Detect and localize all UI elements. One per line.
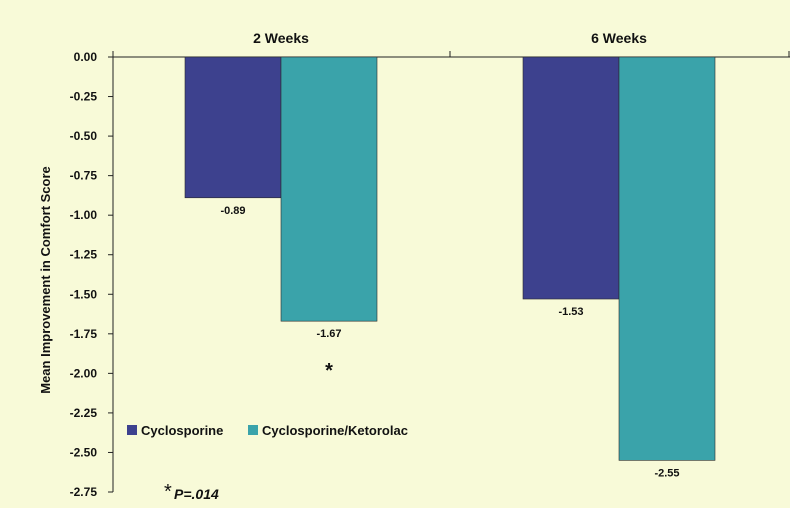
y-tick-label: -1.75 — [70, 327, 98, 341]
data-label: -1.53 — [558, 306, 583, 318]
bar — [280, 56, 378, 322]
y-tick-label: -0.25 — [70, 90, 98, 104]
footnote-symbol: * — [164, 481, 172, 503]
category-label: 6 Weeks — [591, 30, 647, 46]
category-label: 2 Weeks — [253, 30, 309, 46]
y-tick-label: 0.00 — [74, 50, 98, 64]
y-tick-label: -1.00 — [70, 208, 98, 222]
significance-marker: * — [325, 360, 333, 382]
y-tick-label: -2.25 — [70, 406, 98, 420]
y-axis-title: Mean Improvement in Comfort Score — [38, 166, 53, 394]
legend-swatch-cyclosporine-ketorolac — [248, 425, 258, 435]
y-tick-label: -1.50 — [70, 287, 98, 301]
legend-label-cyclosporine: Cyclosporine — [141, 423, 223, 438]
bar — [184, 56, 282, 199]
y-tick-label: -1.25 — [70, 248, 98, 262]
legend-swatch-cyclosporine — [127, 425, 137, 435]
legend: Cyclosporine Cyclosporine/Ketorolac — [127, 423, 408, 438]
data-label: -1.67 — [316, 328, 341, 340]
y-tick-label: -2.75 — [70, 485, 98, 499]
data-label: -2.55 — [654, 467, 679, 479]
footnote-text: P=.014 — [174, 486, 219, 502]
y-tick-label: -2.00 — [70, 366, 98, 380]
y-tick-label: -2.50 — [70, 445, 98, 459]
data-label: -0.89 — [220, 205, 245, 217]
bar — [522, 56, 620, 300]
y-tick-label: -0.50 — [70, 129, 98, 143]
bar — [618, 56, 716, 461]
y-tick-label: -0.75 — [70, 169, 98, 183]
legend-label-cyclosporine-ketorolac: Cyclosporine/Ketorolac — [262, 423, 408, 438]
footnote: * P=.014 — [164, 481, 219, 503]
